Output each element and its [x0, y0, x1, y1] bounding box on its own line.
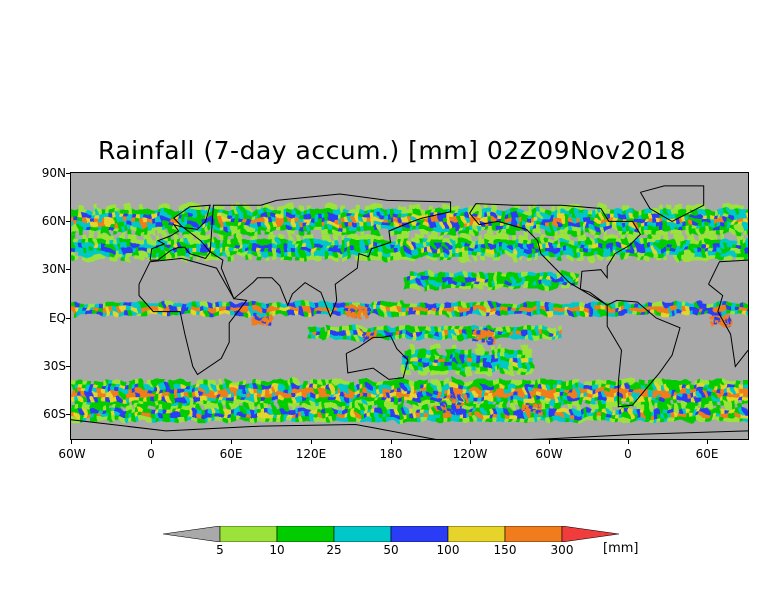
lon-label-180: 180 — [379, 447, 403, 461]
colorbar-segment-100-150 — [447, 526, 506, 542]
map-title: Rainfall (7-day accum.) [mm] 02Z09Nov201… — [98, 136, 686, 165]
colorbar-label-25: 25 — [326, 543, 342, 557]
lon-label-0-2: 0 — [624, 447, 632, 461]
lon-tick — [628, 439, 629, 444]
rainfall-layer — [71, 204, 748, 422]
lon-label-60w: 60W — [58, 447, 86, 461]
lat-label-30s: 30S — [43, 359, 66, 373]
lon-tick — [231, 439, 232, 444]
lon-label-120e: 120E — [295, 447, 327, 461]
colorbar-label-5: 5 — [216, 543, 224, 557]
lon-tick — [71, 439, 72, 444]
rainfall-map-graphic — [71, 185, 748, 439]
coastlines — [71, 185, 748, 439]
colorbar-label-100: 100 — [436, 543, 460, 557]
lon-tick — [391, 439, 392, 444]
lon-label-120w: 120W — [452, 447, 488, 461]
lon-tick — [151, 439, 152, 444]
colorbar — [163, 526, 620, 542]
lat-label-60s: 60S — [43, 407, 66, 421]
lon-tick — [707, 439, 708, 444]
colorbar-label-50: 50 — [383, 543, 399, 557]
colorbar-segment-5-10 — [219, 526, 278, 542]
lon-tick — [549, 439, 550, 444]
lat-label-60n: 60N — [41, 214, 66, 228]
colorbar-unit: [mm] — [603, 541, 639, 556]
colorbar-label-10: 10 — [269, 543, 285, 557]
lat-tick — [66, 269, 71, 270]
lat-label-90n: 90N — [41, 166, 66, 180]
colorbar-label-300: 300 — [550, 543, 574, 557]
colorbar-segment-10-25 — [276, 526, 335, 542]
lon-tick — [470, 439, 471, 444]
colorbar-segment-above-300 — [561, 526, 620, 542]
colorbar-segment-25-50 — [333, 526, 392, 542]
lat-tick — [66, 318, 71, 319]
lat-tick — [66, 173, 71, 174]
lon-label-60w-2: 60W — [535, 447, 563, 461]
rainfall-map — [70, 172, 749, 440]
colorbar-segment-50-100 — [390, 526, 449, 542]
lat-tick — [66, 414, 71, 415]
lat-label-30n: 30N — [41, 262, 66, 276]
lon-label-60e: 60E — [219, 447, 243, 461]
colorbar-segment-below-5 — [163, 526, 221, 542]
lon-label-0: 0 — [147, 447, 155, 461]
lat-tick — [66, 221, 71, 222]
lat-label-eq: EQ — [48, 311, 66, 325]
lon-tick — [311, 439, 312, 444]
colorbar-label-150: 150 — [493, 543, 517, 557]
colorbar-segment-150-300 — [504, 526, 563, 542]
lon-label-60e-2: 60E — [695, 447, 719, 461]
lat-tick — [66, 366, 71, 367]
